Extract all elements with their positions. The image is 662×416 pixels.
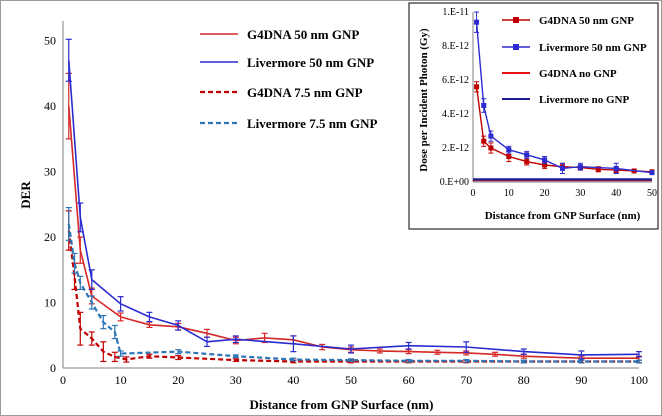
inset-x-tick-label: 50 [647, 188, 657, 199]
marker-inset-livermore-50-nm-gnp [542, 157, 548, 163]
main-y-tick-label: 10 [44, 296, 56, 310]
inset-x-tick-label: 20 [540, 188, 550, 199]
inset-legend-label-g4dna-50-nm-gnp: G4DNA 50 nm GNP [539, 15, 634, 27]
inset-y-tick-label: 4.E-12 [442, 109, 469, 120]
main-y-tick-label: 20 [44, 230, 56, 244]
inset-legend-label-livermore-50-nm-gnp: Livermore 50 nm GNP [539, 42, 647, 54]
legend-label-livermore-50-nm-gnp: Livermore 50 nm GNP [247, 55, 374, 70]
main-x-tick-label: 10 [115, 373, 127, 387]
marker-inset-livermore-50-nm-gnp [560, 165, 565, 171]
marker-inset-g4dna-50-nm-gnp [474, 84, 480, 90]
main-chart: 0 10 20 30 40 50 60 70 80 90 10001020304050Distanc… [18, 21, 648, 412]
inset-legend: G4DNA 50 nm GNP Livermore 50 nm GNP G4DNA … [502, 15, 647, 106]
marker-inset-g4dna-50-nm-gnp [506, 154, 512, 159]
marker-inset-livermore-50-nm-gnp [577, 164, 583, 170]
marker-inset-livermore-50-nm-gnp [488, 133, 494, 139]
marker-inset-livermore-50-nm-gnp [524, 152, 530, 158]
marker-inset-g4dna-50-nm-gnp [481, 138, 487, 144]
main-y-tick-label: 30 [44, 165, 56, 179]
marker-inset-livermore-50-nm-gnp [474, 19, 480, 25]
inset-y-tick-label: 1.E-11 [442, 7, 469, 18]
inset-legend-label-livermore-no-gnp: Livermore no GNP [539, 94, 630, 106]
inset-x-tick-label: 30 [575, 188, 585, 199]
line-livermore-50-nm-gnp [68, 60, 640, 356]
legend-label-livermore-7-5-nm-gnp: Livermore 7.5 nm GNP [247, 116, 378, 131]
series-livermore-7-5-nm-gnp [65, 206, 642, 364]
main-x-tick-label: 90 [575, 373, 587, 387]
series-livermore-50-nm-gnp [65, 38, 642, 360]
inset-y-tick-label: 2.E-12 [442, 143, 469, 154]
line-inset-livermore-50-nm-gnp [475, 22, 653, 174]
marker-inset-livermore-50-nm-gnp [481, 103, 487, 108]
inset-x-tick-label: 40 [611, 188, 621, 199]
legend-label-g4dna-7-5-nm-gnp: G4DNA 7.5 nm GNP [247, 85, 363, 100]
inset-legend-marker-livermore-50-nm-gnp [513, 44, 519, 50]
main-x-tick-label: 100 [630, 373, 648, 387]
main-x-tick-label: 40 [287, 373, 299, 387]
marker-inset-g4dna-50-nm-gnp [488, 145, 494, 151]
main-x-tick-label: 80 [518, 373, 530, 387]
inset-legend-marker-g4dna-50-nm-gnp [513, 17, 519, 23]
inset-chart: 0 10 20 30 40 50 0.E+00 2.E-12 4.E-12 6.E-12 8.E-1… [408, 2, 659, 230]
main-x-tick-label: 50 [345, 373, 357, 387]
marker-inset-livermore-50-nm-gnp [649, 170, 655, 176]
main-y-tick-label: 50 [44, 34, 56, 48]
main-x-tick-label: 20 [172, 373, 184, 387]
inset-y-tick-label: 8.E-12 [442, 41, 469, 52]
inset-x-tick-label: 0 [471, 188, 476, 199]
series-inset-livermore-50-nm-gnp [474, 11, 655, 176]
marker-inset-g4dna-50-nm-gnp [595, 166, 601, 172]
inset-y-axis-title: Dose per Incident Photon (Gy) [418, 28, 430, 172]
inset-y-tick-label: 6.E-12 [442, 75, 469, 86]
main-x-tick-label: 0 [60, 373, 66, 387]
marker-inset-g4dna-50-nm-gnp [542, 162, 548, 168]
main-y-axis-title: DER [18, 181, 33, 209]
inset-x-axis-title: Distance from GNP Surface (nm) [485, 210, 641, 222]
marker-inset-livermore-50-nm-gnp [613, 165, 619, 171]
main-x-axis-title: Distance from GNP Surface (nm) [250, 397, 434, 412]
line-g4dna-50-nm-gnp [68, 106, 639, 360]
marker-inset-g4dna-50-nm-gnp [524, 159, 530, 165]
main-x-tick-label: 30 [230, 373, 242, 387]
main-y-tick-label: 40 [44, 99, 56, 113]
legend-label-g4dna-50-nm-gnp: G4DNA 50 nm GNP [247, 27, 359, 42]
marker-inset-livermore-50-nm-gnp [506, 147, 512, 153]
inset-legend-label-g4dna-no-gnp: G4DNA no GNP [539, 68, 617, 80]
inset-y-tick-label: 0.E+00 [440, 177, 469, 188]
inset-x-tick-label: 10 [504, 188, 514, 199]
main-x-tick-label: 70 [460, 373, 472, 387]
inset-frame [408, 2, 659, 230]
main-y-tick-label: 0 [50, 361, 56, 375]
main-x-tick-label: 60 [403, 373, 415, 387]
main-legend: G4DNA 50 nm GNP Livermore 50 nm GNP G4DNA … [200, 27, 378, 131]
